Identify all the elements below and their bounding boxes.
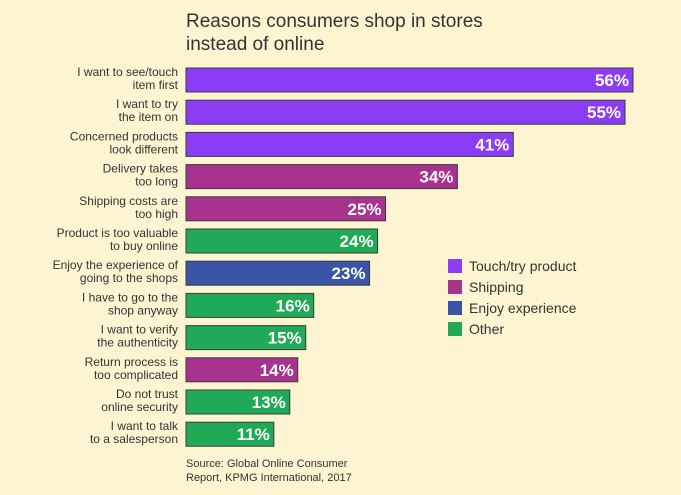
source-line-2: Report, KPMG International, 2017 [186, 472, 352, 484]
category-label-line: Enjoy the experience of [53, 258, 179, 272]
bar [185, 67, 634, 93]
category-label-line: Do not trust [116, 387, 179, 401]
category-label: Product is too valuable to buy online [57, 226, 179, 253]
category-label-line: I want to verify [101, 323, 178, 337]
category-label: I have to go to the shop anyway [82, 290, 178, 317]
category-label-line: too long [135, 175, 178, 189]
category-label-line: too complicated [94, 368, 178, 382]
bar [185, 228, 379, 254]
category-label: Enjoy the experience of going to the shop… [53, 258, 179, 285]
chart-title: Reasons consumers shop in stores instead… [186, 10, 546, 56]
bar-value-label: 11% [237, 425, 270, 444]
category-label: Delivery takes too long [103, 162, 178, 189]
legend-swatch [448, 301, 462, 315]
category-label-line: Product is too valuable [57, 226, 179, 240]
bar-row: 16% I have to go to the shop anyway [82, 290, 315, 318]
bar [185, 99, 626, 125]
bar-row: 15% I want to verify the authenticity [97, 323, 307, 351]
source-note: Source: Global Online Consumer Report, K… [186, 457, 352, 485]
category-label-line: too high [135, 207, 178, 221]
bar-row: 11% I want to talk to a salesperson [90, 419, 275, 447]
category-label-line: Concerned products [70, 129, 178, 143]
bar-value-label: 23% [332, 264, 366, 283]
bar-row: 24% Product is too valuable to buy online [57, 226, 379, 254]
category-label-line: item first [133, 78, 179, 92]
category-label-line: shop anyway [108, 303, 178, 317]
category-label-line: I want to try [116, 97, 178, 111]
bar-value-label: 34% [419, 168, 453, 187]
bar [185, 260, 371, 286]
category-label-line: online security [101, 400, 178, 414]
category-label-line: to buy online [110, 239, 178, 253]
category-label-line: going to the shops [80, 271, 178, 285]
category-label-line: look different [110, 142, 179, 156]
bar-value-label: 14% [260, 361, 294, 380]
bar [185, 292, 315, 318]
category-label: Shipping costs are too high [79, 194, 178, 221]
bar-row: 41% Concerned products look different [70, 129, 514, 157]
category-label: Concerned products look different [70, 129, 179, 156]
bar [185, 357, 299, 383]
bar-value-label: 41% [475, 135, 509, 154]
bar-value-label: 55% [587, 103, 621, 122]
bar-row: 25% Shipping costs are too high [79, 194, 387, 222]
category-label: I want to try the item on [116, 97, 178, 124]
legend-label: Enjoy experience [469, 300, 577, 316]
bar-row: 55% I want to try the item on [116, 97, 626, 125]
bar-value-label: 15% [268, 329, 302, 348]
category-label-line: I want to see/touch [77, 65, 178, 79]
bar-row: 14% Return process is too complicated [85, 355, 299, 383]
category-label-line: I have to go to the [82, 290, 178, 304]
bar-value-label: 25% [348, 200, 382, 219]
category-label-line: Return process is [85, 355, 178, 369]
category-label-line: the authenticity [97, 336, 178, 350]
bar-row: 56% I want to see/touch item first [77, 65, 634, 93]
bar [185, 131, 514, 157]
category-label-line: I want to talk [111, 419, 179, 433]
legend-swatch [448, 322, 462, 336]
bar [185, 389, 291, 415]
chart-title-line-2: instead of online [186, 34, 325, 55]
legend-label: Touch/try product [469, 258, 576, 274]
category-label: I want to see/touch item first [77, 65, 178, 92]
category-label-line: Delivery takes [103, 162, 178, 176]
bar-row: 34% Delivery takes too long [103, 162, 458, 190]
chart-title-line-1: Reasons consumers shop in stores [186, 11, 483, 32]
category-label-line: to a salesperson [90, 432, 178, 446]
category-label-line: the item on [119, 110, 178, 124]
bar-value-label: 13% [252, 393, 286, 412]
category-label-line: Shipping costs are [79, 194, 178, 208]
category-label: I want to verify the authenticity [97, 323, 178, 350]
category-label: Return process is too complicated [85, 355, 178, 382]
category-label: Do not trust online security [101, 387, 178, 414]
legend-swatch [448, 259, 462, 273]
category-label: I want to talk to a salesperson [90, 419, 179, 446]
legend-label: Other [469, 321, 504, 337]
bar-value-label: 56% [595, 71, 629, 90]
bar-value-label: 16% [276, 296, 310, 315]
legend-label: Shipping [469, 279, 524, 295]
bar-row: 13% Do not trust online security [101, 387, 291, 415]
legend-swatch [448, 280, 462, 294]
bar-row: 23% Enjoy the experience of going to the s… [53, 258, 371, 286]
source-line-1: Source: Global Online Consumer [186, 458, 348, 470]
bar [185, 325, 307, 351]
bar [185, 196, 387, 222]
bar [185, 421, 275, 447]
bar-value-label: 24% [340, 232, 374, 251]
bar [185, 164, 458, 190]
legend: Touch/try product Shipping Enjoy experienc… [448, 258, 577, 337]
